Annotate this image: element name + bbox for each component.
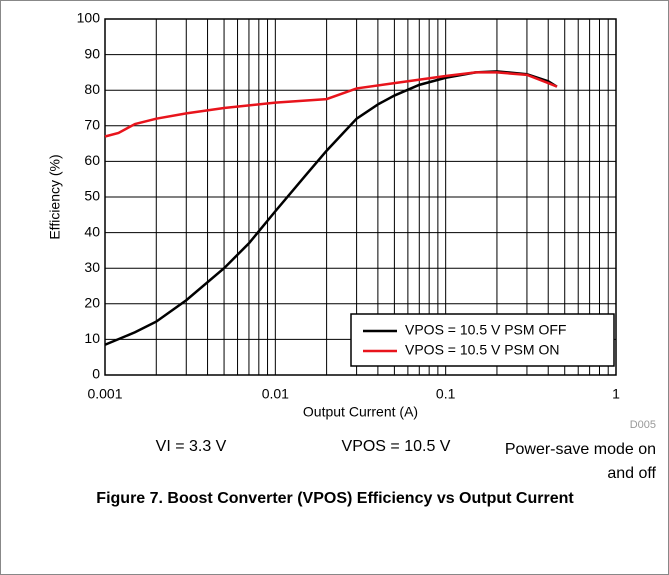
y-tick-label: 0 bbox=[92, 366, 100, 382]
y-tick-label: 40 bbox=[84, 223, 100, 239]
annotation: VPOS = 10.5 V bbox=[341, 438, 451, 455]
plot-frame bbox=[104, 18, 617, 376]
y-tick-label: 20 bbox=[84, 295, 100, 311]
annotation: Power-save mode on and off bbox=[504, 441, 656, 482]
y-tick-label: 70 bbox=[84, 117, 100, 133]
y-tick-label: 60 bbox=[84, 152, 100, 168]
y-tick-label: 80 bbox=[84, 81, 100, 97]
legend-label: VPOS = 10.5 V PSM ON bbox=[405, 342, 559, 358]
y-tick-label: 30 bbox=[84, 259, 100, 275]
x-tick-label: 0.001 bbox=[87, 386, 122, 402]
x-tick-label: 0.01 bbox=[262, 386, 289, 402]
legend-label: VPOS = 10.5 V PSM OFF bbox=[405, 322, 566, 338]
y-tick-label: 100 bbox=[77, 10, 101, 26]
x-tick-label: 1 bbox=[612, 386, 620, 402]
line bbox=[104, 71, 558, 138]
x-tick-label: 0.1 bbox=[436, 386, 456, 402]
y-tick-label: 50 bbox=[84, 188, 100, 204]
legend-box bbox=[350, 313, 615, 367]
annotation: VI = 3.3 V bbox=[155, 438, 227, 455]
y-tick-label: 10 bbox=[84, 330, 100, 346]
y-axis-label: Efficiency (%) bbox=[47, 154, 63, 239]
y-tick-label: 90 bbox=[84, 45, 100, 61]
caption: Figure 7. Boost Converter (VPOS) Efficie… bbox=[96, 490, 574, 507]
code-label: D005 bbox=[630, 419, 656, 431]
x-axis-label: Output Current (A) bbox=[303, 404, 418, 420]
